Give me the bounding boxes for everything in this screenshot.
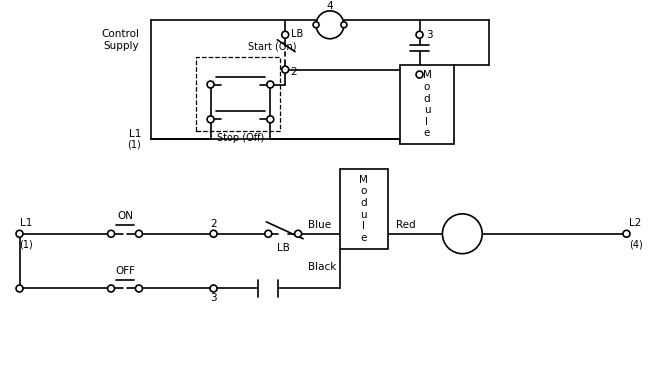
Text: (4): (4) bbox=[629, 240, 644, 250]
Circle shape bbox=[281, 31, 289, 38]
Circle shape bbox=[135, 230, 142, 237]
Text: 4: 4 bbox=[327, 1, 333, 11]
Circle shape bbox=[265, 230, 272, 237]
Circle shape bbox=[281, 66, 289, 73]
Text: (1): (1) bbox=[20, 240, 33, 250]
Text: 3: 3 bbox=[426, 30, 433, 40]
Text: 3: 3 bbox=[210, 293, 217, 303]
Bar bbox=[400, 65, 454, 144]
Circle shape bbox=[108, 285, 114, 292]
Circle shape bbox=[313, 22, 319, 28]
Bar bbox=[340, 169, 387, 249]
Text: Red: Red bbox=[396, 220, 415, 230]
Text: Stop (Off): Stop (Off) bbox=[217, 133, 264, 143]
Text: L2: L2 bbox=[629, 218, 642, 228]
Circle shape bbox=[207, 81, 214, 88]
Text: LB: LB bbox=[291, 29, 304, 39]
Text: L1: L1 bbox=[129, 129, 141, 139]
Text: Control
Supply: Control Supply bbox=[101, 29, 139, 50]
Circle shape bbox=[207, 116, 214, 123]
Text: M
o
d
u
l
e: M o d u l e bbox=[359, 175, 369, 243]
Circle shape bbox=[210, 285, 217, 292]
Text: (1): (1) bbox=[127, 139, 141, 149]
Circle shape bbox=[266, 116, 274, 123]
Circle shape bbox=[294, 230, 302, 237]
Circle shape bbox=[623, 230, 630, 237]
Text: L1: L1 bbox=[20, 218, 32, 228]
Circle shape bbox=[341, 22, 347, 28]
Circle shape bbox=[16, 285, 23, 292]
Text: 2: 2 bbox=[290, 67, 297, 76]
Text: Start (On): Start (On) bbox=[248, 42, 296, 52]
Text: LB: LB bbox=[277, 243, 290, 253]
Circle shape bbox=[210, 230, 217, 237]
Circle shape bbox=[108, 230, 114, 237]
Text: M
o
d
u
l
e: M o d u l e bbox=[422, 70, 432, 139]
Text: Blue: Blue bbox=[308, 220, 332, 230]
Circle shape bbox=[266, 81, 274, 88]
Text: Black: Black bbox=[308, 262, 337, 272]
Circle shape bbox=[416, 71, 423, 78]
Circle shape bbox=[16, 230, 23, 237]
Text: ON: ON bbox=[117, 211, 133, 221]
Circle shape bbox=[416, 31, 423, 38]
Circle shape bbox=[316, 11, 344, 39]
Circle shape bbox=[135, 285, 142, 292]
Text: 2: 2 bbox=[210, 219, 217, 229]
Circle shape bbox=[443, 214, 482, 254]
Text: OFF: OFF bbox=[115, 265, 135, 275]
Bar bbox=[196, 57, 280, 131]
